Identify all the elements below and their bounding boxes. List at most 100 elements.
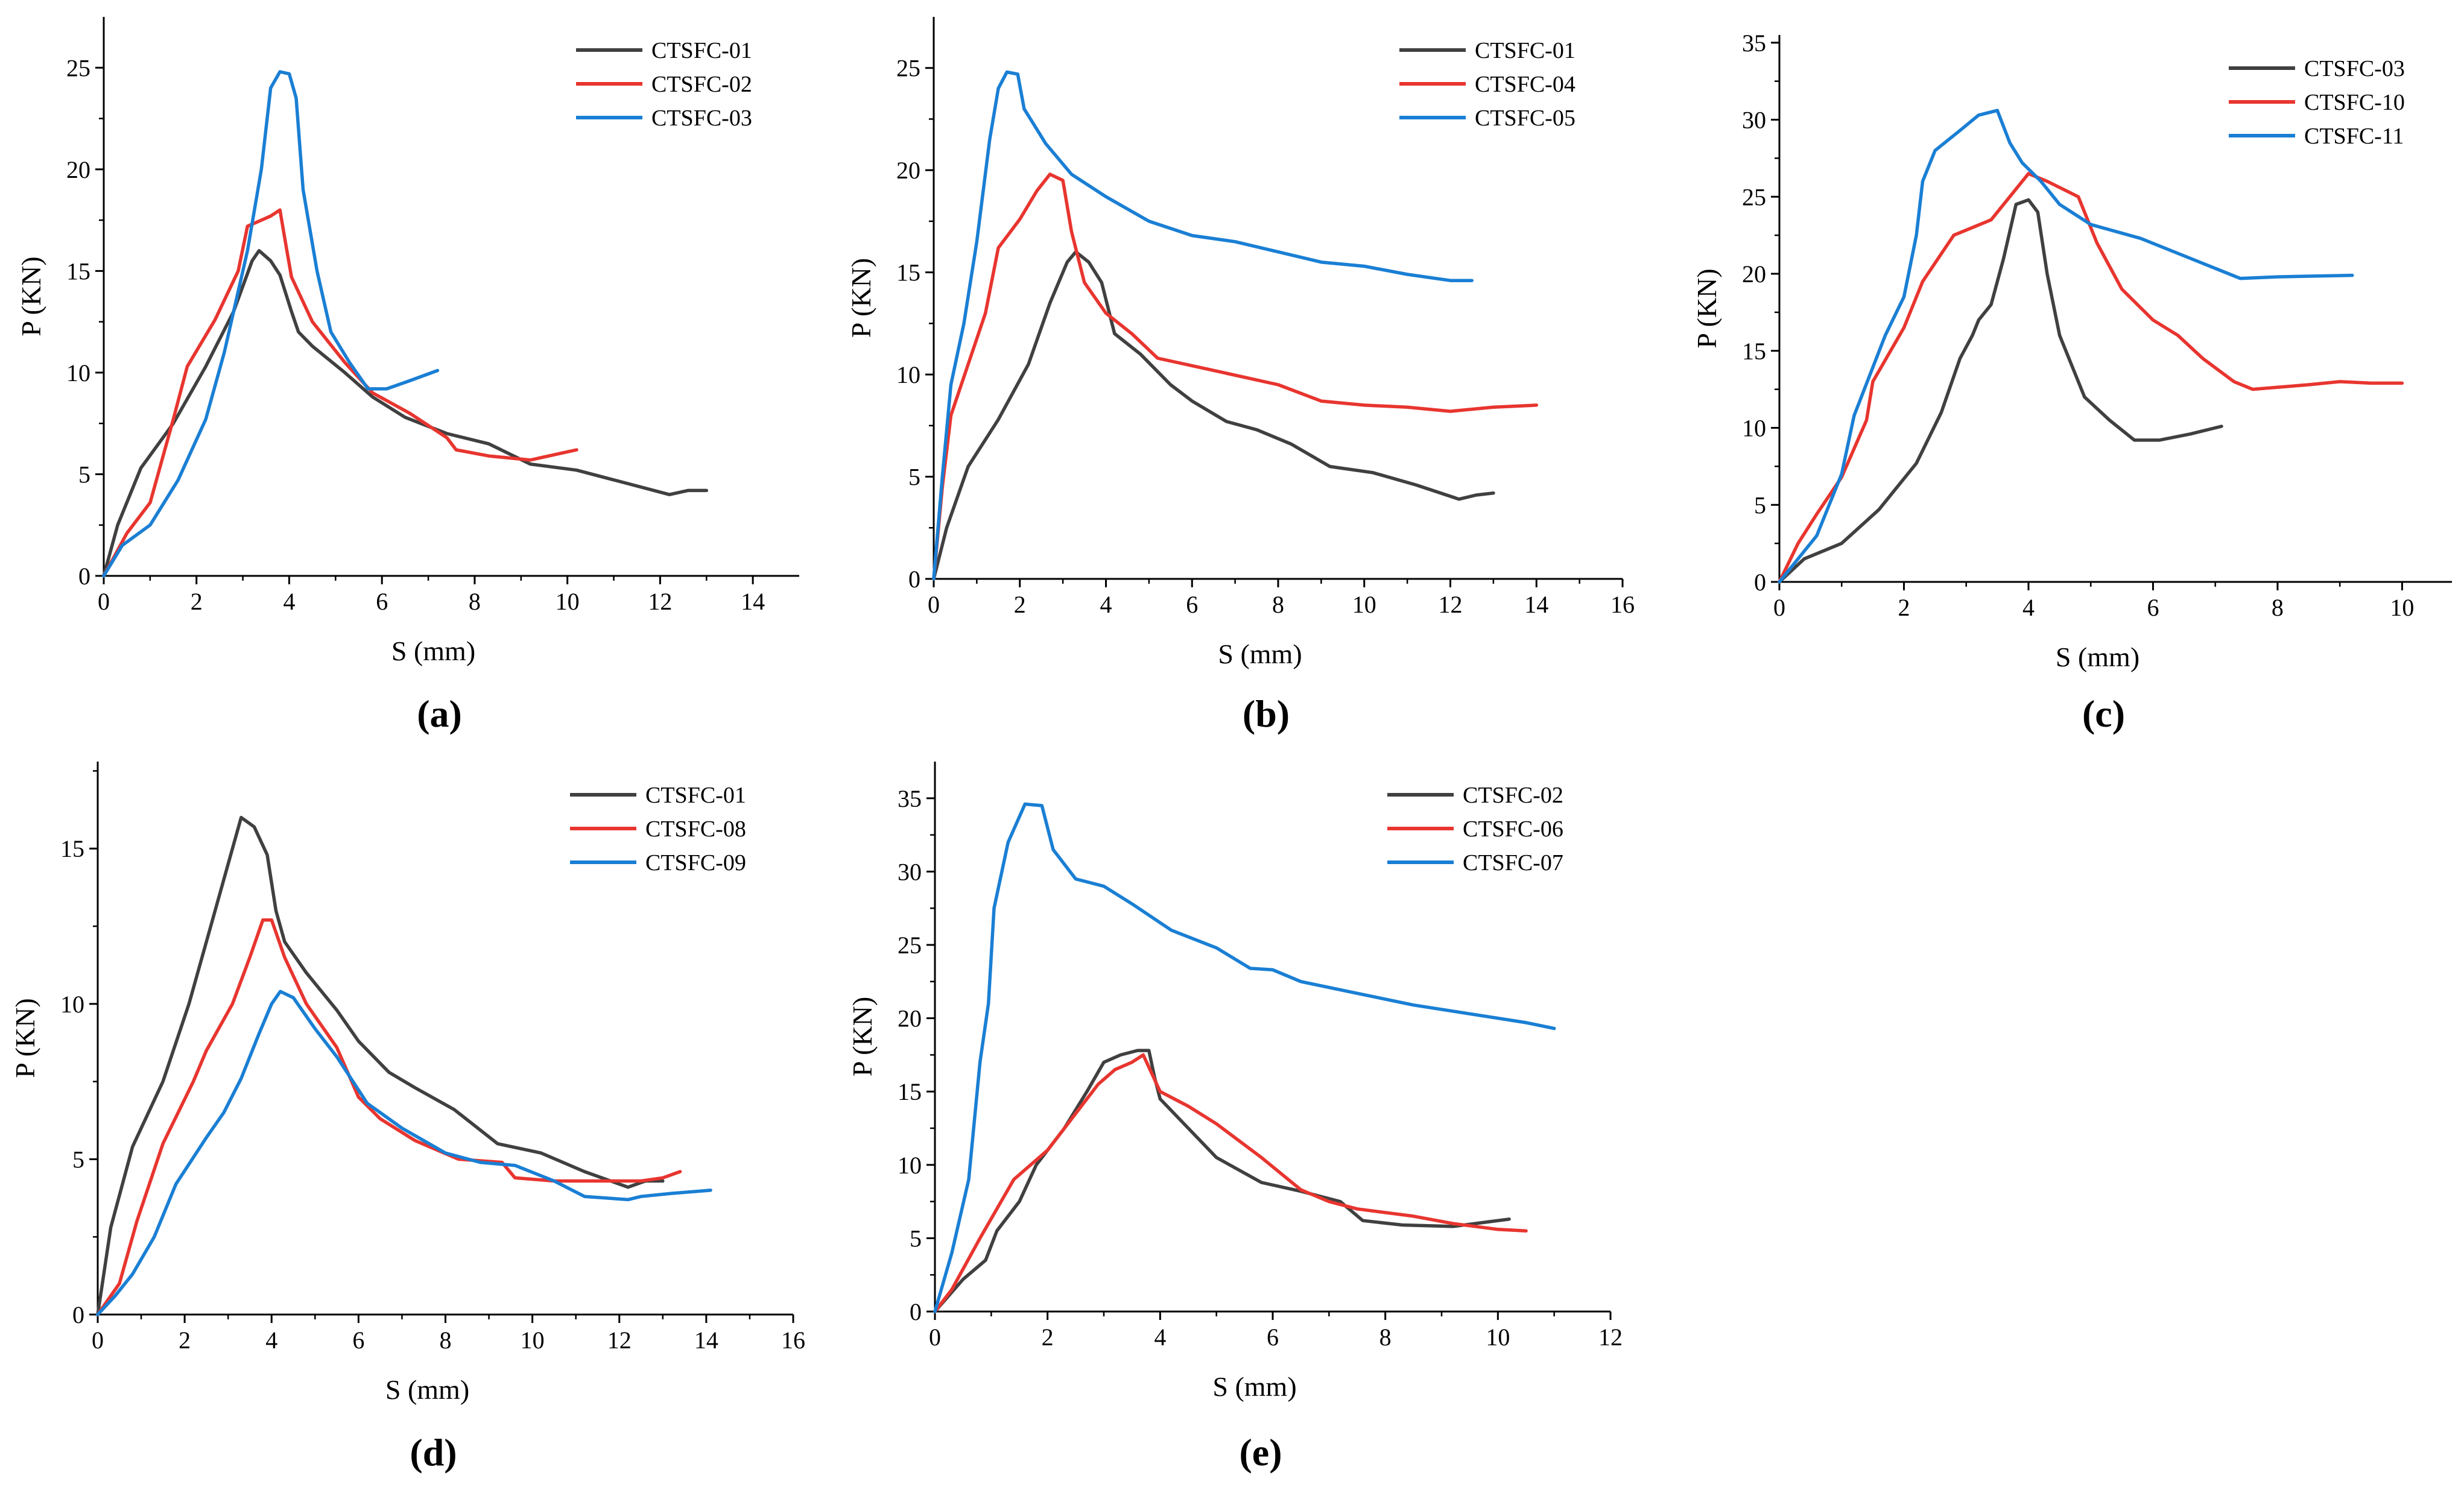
x-tick-label: 0 <box>929 1324 941 1351</box>
chart-panel-3: 0 2 4 6 8 10 0 5 10 15 20 25 30 35 S (mm) P (KN) CTSFC-0… <box>1691 30 2452 735</box>
series-line-ctsfc-09 <box>96 990 712 1316</box>
x-tick-label: 10 <box>556 588 580 615</box>
x-tick-label: 14 <box>741 588 765 615</box>
x-tick-label: 10 <box>521 1327 545 1354</box>
x-tick-label: 8 <box>1379 1324 1392 1351</box>
x-tick-label: 4 <box>265 1327 277 1354</box>
series-line-ctsfc-03 <box>1778 198 2223 584</box>
y-tick-label: 35 <box>1742 30 1766 57</box>
chart-panel-4: 0 2 4 6 8 10 12 14 16 0 5 10 15 S (mm) P (KN) CTSFC-01 C… <box>10 762 805 1474</box>
x-tick-label: 12 <box>1439 591 1463 618</box>
x-tick-label: 10 <box>1352 591 1376 618</box>
y-tick-label: 35 <box>898 785 922 812</box>
series-line-ctsfc-02 <box>102 208 578 578</box>
y-axis-title: P (KN) <box>1691 268 1722 348</box>
y-tick-label: 30 <box>1742 107 1766 134</box>
y-tick-label: 10 <box>1742 415 1766 442</box>
y-tick-label: 20 <box>896 157 920 184</box>
x-tick-label: 4 <box>283 588 295 615</box>
series-line-ctsfc-02 <box>933 1049 1511 1313</box>
x-tick-label: 8 <box>469 588 481 615</box>
x-tick-label: 2 <box>179 1327 191 1354</box>
x-tick-label: 6 <box>1267 1324 1279 1351</box>
x-tick-label: 2 <box>191 588 203 615</box>
series-line-ctsfc-04 <box>932 172 1539 581</box>
y-tick-label: 15 <box>1742 338 1766 365</box>
x-tick-label: 8 <box>1272 591 1284 618</box>
panel-label: (e) <box>1239 1431 1282 1474</box>
y-tick-label: 0 <box>1754 569 1766 596</box>
y-tick-label: 15 <box>66 257 90 285</box>
x-tick-label: 8 <box>2272 594 2284 621</box>
x-tick-label: 12 <box>1598 1324 1623 1351</box>
panel-label: (b) <box>1243 692 1290 735</box>
y-tick-label: 20 <box>1742 260 1766 288</box>
chart-panel-5: 0 2 4 6 8 10 12 0 5 10 15 20 25 30 35 S (mm) P (KN) CTSFC… <box>847 762 1623 1474</box>
x-tick-label: 14 <box>1524 591 1548 618</box>
x-axis-title: S (mm) <box>1218 639 1302 669</box>
x-tick-label: 6 <box>376 588 388 615</box>
y-tick-label: 25 <box>898 932 922 959</box>
series-line-ctsfc-01 <box>932 250 1495 581</box>
x-tick-label: 10 <box>2390 594 2414 621</box>
x-tick-label: 6 <box>1186 591 1198 618</box>
series-line-ctsfc-05 <box>932 70 1474 581</box>
legend-label: CTSFC-01 <box>1475 38 1576 63</box>
series-line-ctsfc-01 <box>102 248 709 578</box>
x-tick-label: 16 <box>1610 591 1635 618</box>
x-tick-label: 6 <box>2147 594 2159 621</box>
x-tick-label: 2 <box>1042 1324 1054 1351</box>
x-tick-label: 12 <box>648 588 672 615</box>
x-tick-label: 4 <box>1100 591 1112 618</box>
series-line-ctsfc-08 <box>96 918 682 1316</box>
series-line-ctsfc-11 <box>1778 109 2354 584</box>
x-tick-label: 14 <box>694 1327 718 1354</box>
y-tick-label: 5 <box>910 1225 922 1252</box>
y-tick-label: 30 <box>898 858 922 885</box>
y-tick-label: 10 <box>66 359 90 387</box>
y-axis-title: P (KN) <box>846 258 876 338</box>
x-tick-label: 0 <box>98 588 110 615</box>
series-line-ctsfc-01 <box>96 815 665 1316</box>
y-tick-label: 25 <box>896 55 920 82</box>
x-tick-label: 0 <box>928 591 940 618</box>
y-tick-label: 25 <box>1742 183 1766 210</box>
series-line-ctsfc-10 <box>1778 172 2404 584</box>
series-line-ctsfc-03 <box>102 70 440 578</box>
y-axis-title: P (KN) <box>16 256 46 336</box>
y-tick-label: 15 <box>898 1078 922 1105</box>
y-tick-label: 5 <box>1754 491 1766 519</box>
y-axis-title: P (KN) <box>10 998 40 1078</box>
legend-label: CTSFC-10 <box>2304 90 2405 115</box>
legend-label: CTSFC-08 <box>645 816 746 842</box>
x-tick-label: 8 <box>440 1327 452 1354</box>
y-tick-label: 0 <box>78 563 90 590</box>
y-tick-label: 25 <box>66 54 90 81</box>
y-tick-label: 10 <box>60 991 84 1018</box>
series-line-ctsfc-07 <box>933 802 1556 1313</box>
y-tick-label: 0 <box>72 1301 84 1328</box>
y-tick-label: 20 <box>66 156 90 183</box>
panel-label: (a) <box>417 692 462 735</box>
x-axis-title: S (mm) <box>2056 642 2139 672</box>
legend-label: CTSFC-09 <box>645 850 746 876</box>
y-tick-label: 5 <box>908 464 920 491</box>
panel-label: (d) <box>410 1431 457 1474</box>
x-tick-label: 4 <box>2022 594 2035 621</box>
legend-label: CTSFC-02 <box>651 72 752 97</box>
chart-panel-2: 0 2 4 6 8 10 12 14 16 0 5 10 15 20 25 S (mm) P (KN) CTSFC… <box>846 17 1635 735</box>
y-tick-label: 5 <box>72 1146 84 1173</box>
x-tick-label: 0 <box>1773 594 1785 621</box>
legend-label: CTSFC-05 <box>1475 106 1576 131</box>
y-tick-label: 0 <box>910 1298 922 1325</box>
x-tick-label: 2 <box>1014 591 1026 618</box>
legend-label: CTSFC-03 <box>2304 56 2405 81</box>
x-tick-label: 4 <box>1154 1324 1166 1351</box>
y-tick-label: 15 <box>60 835 84 862</box>
panel-label: (c) <box>2082 692 2125 735</box>
legend-label: CTSFC-07 <box>1463 850 1563 876</box>
y-tick-label: 0 <box>908 566 920 593</box>
x-axis-title: S (mm) <box>1212 1371 1296 1402</box>
series-line-ctsfc-06 <box>933 1053 1528 1313</box>
